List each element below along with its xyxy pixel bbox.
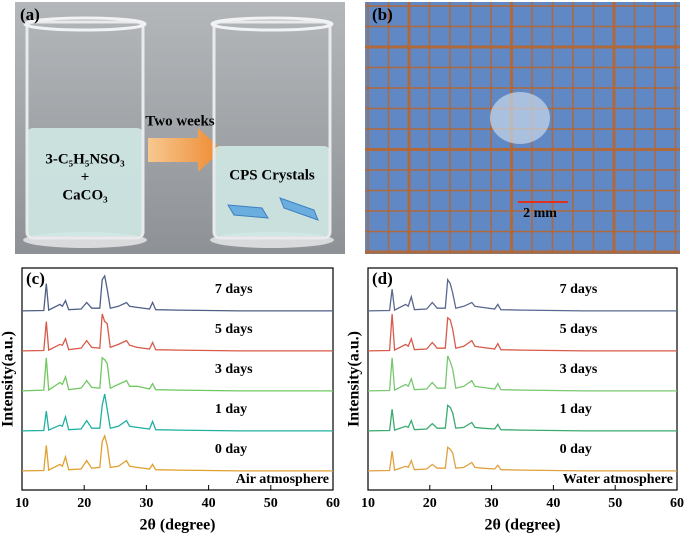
plot-frame (21, 267, 334, 491)
trace-label: 7 days (560, 282, 598, 297)
xrd-trace (367, 313, 677, 352)
trace-label: 5 days (560, 322, 598, 337)
x-tick-label: 40 (546, 496, 560, 511)
y-axis-label: Intensity(a.u.) (0, 331, 17, 427)
solution (214, 146, 330, 236)
xrd-trace (367, 277, 677, 312)
beaker-right (212, 20, 332, 240)
x-axis-label: 2θ (degree) (484, 517, 560, 534)
xrd-trace (21, 433, 333, 472)
trace-label: 0 day (560, 442, 592, 457)
x-tick-label: 60 (670, 496, 684, 511)
x-tick-label: 10 (15, 496, 29, 511)
solution (27, 128, 143, 236)
panel-label: (c) (26, 269, 45, 288)
scale-label: 2 mm (523, 206, 557, 221)
grid-paper (365, 2, 680, 254)
x-tick-label: 50 (264, 496, 278, 511)
x-tick-label: 20 (77, 496, 91, 511)
crystal (227, 204, 269, 219)
xrd-trace (367, 404, 677, 432)
trace-label: 1 day (215, 402, 247, 417)
panel-label: (a) (20, 5, 40, 24)
xrd-trace (21, 356, 333, 392)
x-tick-label: 20 (423, 496, 437, 511)
annotation: Air atmosphere (236, 472, 329, 487)
x-tick-label: 40 (202, 496, 216, 511)
x-tick-label: 10 (361, 496, 375, 511)
annotation: Water atmosphere (563, 472, 673, 487)
plus: + (81, 169, 90, 185)
beaker-rim (210, 16, 334, 32)
xrd-trace (367, 446, 677, 472)
xrd-trace (367, 355, 677, 392)
reactant: 3-C₅H₅NSO₃ (45, 151, 125, 167)
crystal (490, 92, 550, 144)
product: CPS Crystals (229, 167, 315, 183)
x-tick-label: 30 (485, 496, 499, 511)
panel-label: (d) (372, 269, 393, 288)
trace-label: 7 days (215, 282, 253, 297)
arrow (148, 128, 222, 172)
panel-b: 2 mm (b) (365, 2, 680, 254)
xrd-trace (21, 274, 333, 312)
y-axis-label: Intensity(a.u.) (346, 331, 363, 427)
trace-label: 3 days (215, 362, 253, 377)
reactant: CaCO₃ (62, 187, 108, 203)
xrd-trace (21, 393, 333, 432)
plot-frame (367, 267, 678, 491)
x-tick-label: 30 (139, 496, 153, 511)
x-tick-label: 50 (608, 496, 622, 511)
trace-label: 5 days (215, 322, 253, 337)
panel-label: (b) (372, 5, 393, 24)
panel-a: (a) 3-C₅H₅NSO₃ + CaCO₃ Two weeks CPS Cry… (15, 2, 345, 254)
crystal (279, 197, 319, 221)
x-tick-label: 60 (326, 496, 340, 511)
xrd-trace (21, 313, 333, 352)
trace-label: 1 day (560, 402, 592, 417)
arrow-text: Two weeks (145, 113, 214, 129)
x-axis-label: 2θ (degree) (139, 517, 215, 534)
trace-label: 0 day (215, 442, 247, 457)
beaker-rim (23, 16, 147, 32)
trace-label: 3 days (560, 362, 598, 377)
beaker-left (25, 20, 145, 240)
